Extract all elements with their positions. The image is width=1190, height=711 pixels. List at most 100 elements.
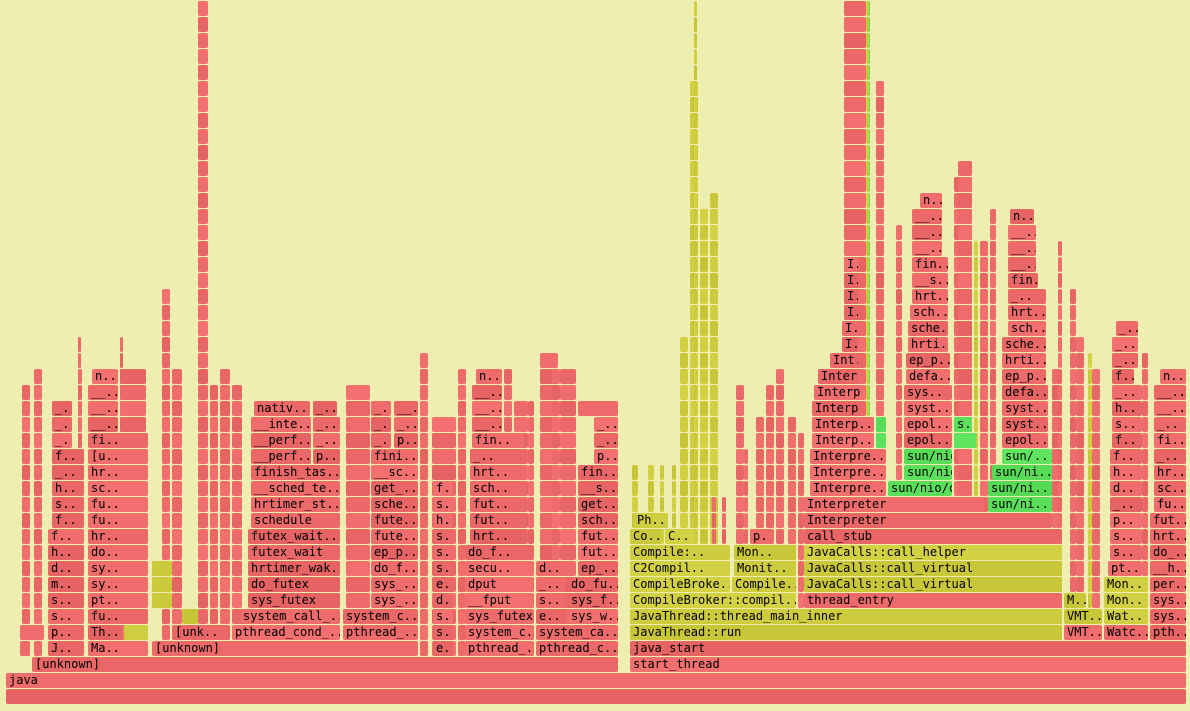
stack-frame[interactable]: e..	[433, 577, 453, 592]
stack-frame[interactable]: n..	[92, 369, 118, 384]
stack-frame[interactable]	[876, 177, 884, 192]
stack-frame[interactable]	[756, 497, 764, 512]
stack-frame[interactable]	[896, 465, 902, 480]
stack-frame[interactable]: JavaCalls::call_virtual	[804, 577, 1062, 592]
stack-frame[interactable]	[1058, 465, 1062, 480]
stack-frame[interactable]	[22, 465, 30, 480]
stack-frame[interactable]	[798, 529, 804, 544]
stack-frame[interactable]	[632, 465, 638, 480]
stack-frame[interactable]	[680, 433, 688, 448]
stack-frame[interactable]	[432, 417, 456, 432]
stack-frame[interactable]	[958, 305, 972, 320]
stack-frame[interactable]	[896, 289, 902, 304]
stack-frame[interactable]	[990, 289, 996, 304]
stack-frame[interactable]	[198, 33, 208, 48]
stack-frame[interactable]	[680, 449, 688, 464]
stack-frame[interactable]	[346, 497, 370, 512]
stack-frame[interactable]	[458, 561, 466, 576]
stack-frame[interactable]: _..	[371, 401, 391, 416]
stack-frame[interactable]	[1070, 321, 1076, 336]
stack-frame[interactable]	[710, 193, 718, 208]
stack-frame[interactable]	[1052, 449, 1060, 464]
stack-frame[interactable]: pth..	[1150, 625, 1186, 640]
stack-frame[interactable]	[680, 337, 688, 352]
stack-frame[interactable]	[198, 1, 208, 16]
stack-frame[interactable]	[1058, 337, 1062, 352]
stack-frame[interactable]	[552, 433, 560, 448]
stack-frame[interactable]: n..	[920, 193, 942, 208]
stack-frame[interactable]	[958, 273, 972, 288]
stack-frame[interactable]: [u..	[88, 449, 148, 464]
stack-frame[interactable]	[694, 145, 697, 160]
stack-frame[interactable]: Ma..	[88, 641, 148, 656]
stack-frame[interactable]: h..	[1110, 465, 1142, 480]
stack-frame[interactable]	[958, 193, 972, 208]
stack-frame[interactable]	[896, 337, 902, 352]
stack-frame[interactable]	[458, 385, 466, 400]
stack-frame[interactable]: Interpre..	[810, 481, 886, 496]
stack-frame[interactable]: fut..	[578, 545, 618, 560]
stack-frame[interactable]	[710, 305, 718, 320]
stack-frame[interactable]	[974, 321, 978, 336]
stack-frame[interactable]	[420, 401, 428, 416]
stack-frame[interactable]	[78, 433, 82, 448]
stack-frame[interactable]	[756, 513, 764, 528]
stack-frame[interactable]	[700, 337, 708, 352]
stack-frame[interactable]: hr..	[1154, 465, 1186, 480]
stack-frame[interactable]	[866, 145, 869, 160]
stack-frame[interactable]	[866, 289, 869, 304]
stack-frame[interactable]	[220, 561, 230, 576]
stack-frame[interactable]: sun/ni..	[988, 497, 1052, 512]
stack-frame[interactable]: f..	[1112, 369, 1134, 384]
stack-frame[interactable]	[680, 369, 688, 384]
stack-frame[interactable]: fut..	[470, 513, 526, 528]
stack-frame[interactable]	[346, 449, 370, 464]
stack-frame[interactable]	[458, 369, 466, 384]
stack-frame[interactable]	[980, 257, 988, 272]
stack-frame[interactable]	[680, 353, 688, 368]
stack-frame[interactable]	[694, 321, 697, 336]
stack-frame[interactable]	[162, 609, 170, 624]
stack-frame[interactable]: _..	[313, 401, 337, 416]
stack-frame[interactable]	[560, 401, 576, 416]
stack-frame[interactable]	[220, 609, 230, 624]
stack-frame[interactable]	[552, 465, 560, 480]
stack-frame[interactable]: sys_..	[371, 577, 418, 592]
stack-frame[interactable]	[788, 433, 796, 448]
stack-frame[interactable]	[710, 273, 718, 288]
stack-frame[interactable]: Compile..	[732, 577, 796, 592]
stack-frame[interactable]	[694, 289, 697, 304]
stack-frame[interactable]	[710, 321, 718, 336]
stack-frame[interactable]: h..	[1112, 401, 1142, 416]
stack-frame[interactable]	[776, 465, 784, 480]
stack-frame[interactable]	[694, 337, 697, 352]
stack-frame[interactable]	[958, 177, 972, 192]
stack-frame[interactable]	[210, 433, 218, 448]
stack-frame[interactable]: fute..	[371, 529, 418, 544]
stack-frame[interactable]	[1092, 545, 1100, 560]
stack-frame[interactable]: s..	[954, 417, 972, 432]
stack-frame[interactable]	[22, 561, 30, 576]
stack-frame[interactable]	[990, 305, 996, 320]
stack-frame[interactable]	[876, 241, 884, 256]
stack-frame[interactable]	[700, 305, 708, 320]
stack-frame[interactable]: s..	[536, 593, 566, 608]
stack-frame[interactable]	[420, 593, 428, 608]
stack-frame[interactable]	[22, 497, 30, 512]
stack-frame[interactable]	[788, 513, 796, 528]
stack-frame[interactable]	[694, 209, 697, 224]
stack-frame[interactable]	[866, 401, 869, 416]
stack-frame[interactable]: s..	[433, 545, 453, 560]
stack-frame[interactable]: hrt..	[470, 529, 526, 544]
stack-frame[interactable]	[552, 513, 560, 528]
stack-frame[interactable]: __..	[1154, 401, 1186, 416]
stack-frame[interactable]	[744, 481, 748, 496]
stack-frame[interactable]	[694, 465, 697, 480]
stack-frame[interactable]	[876, 81, 884, 96]
stack-frame[interactable]: Interpre..	[810, 465, 886, 480]
stack-frame[interactable]	[1088, 433, 1092, 448]
stack-frame[interactable]	[210, 417, 218, 432]
stack-frame[interactable]: get_..	[371, 481, 418, 496]
stack-frame[interactable]: hrti..	[1002, 353, 1046, 368]
stack-frame[interactable]: java	[6, 673, 1186, 688]
